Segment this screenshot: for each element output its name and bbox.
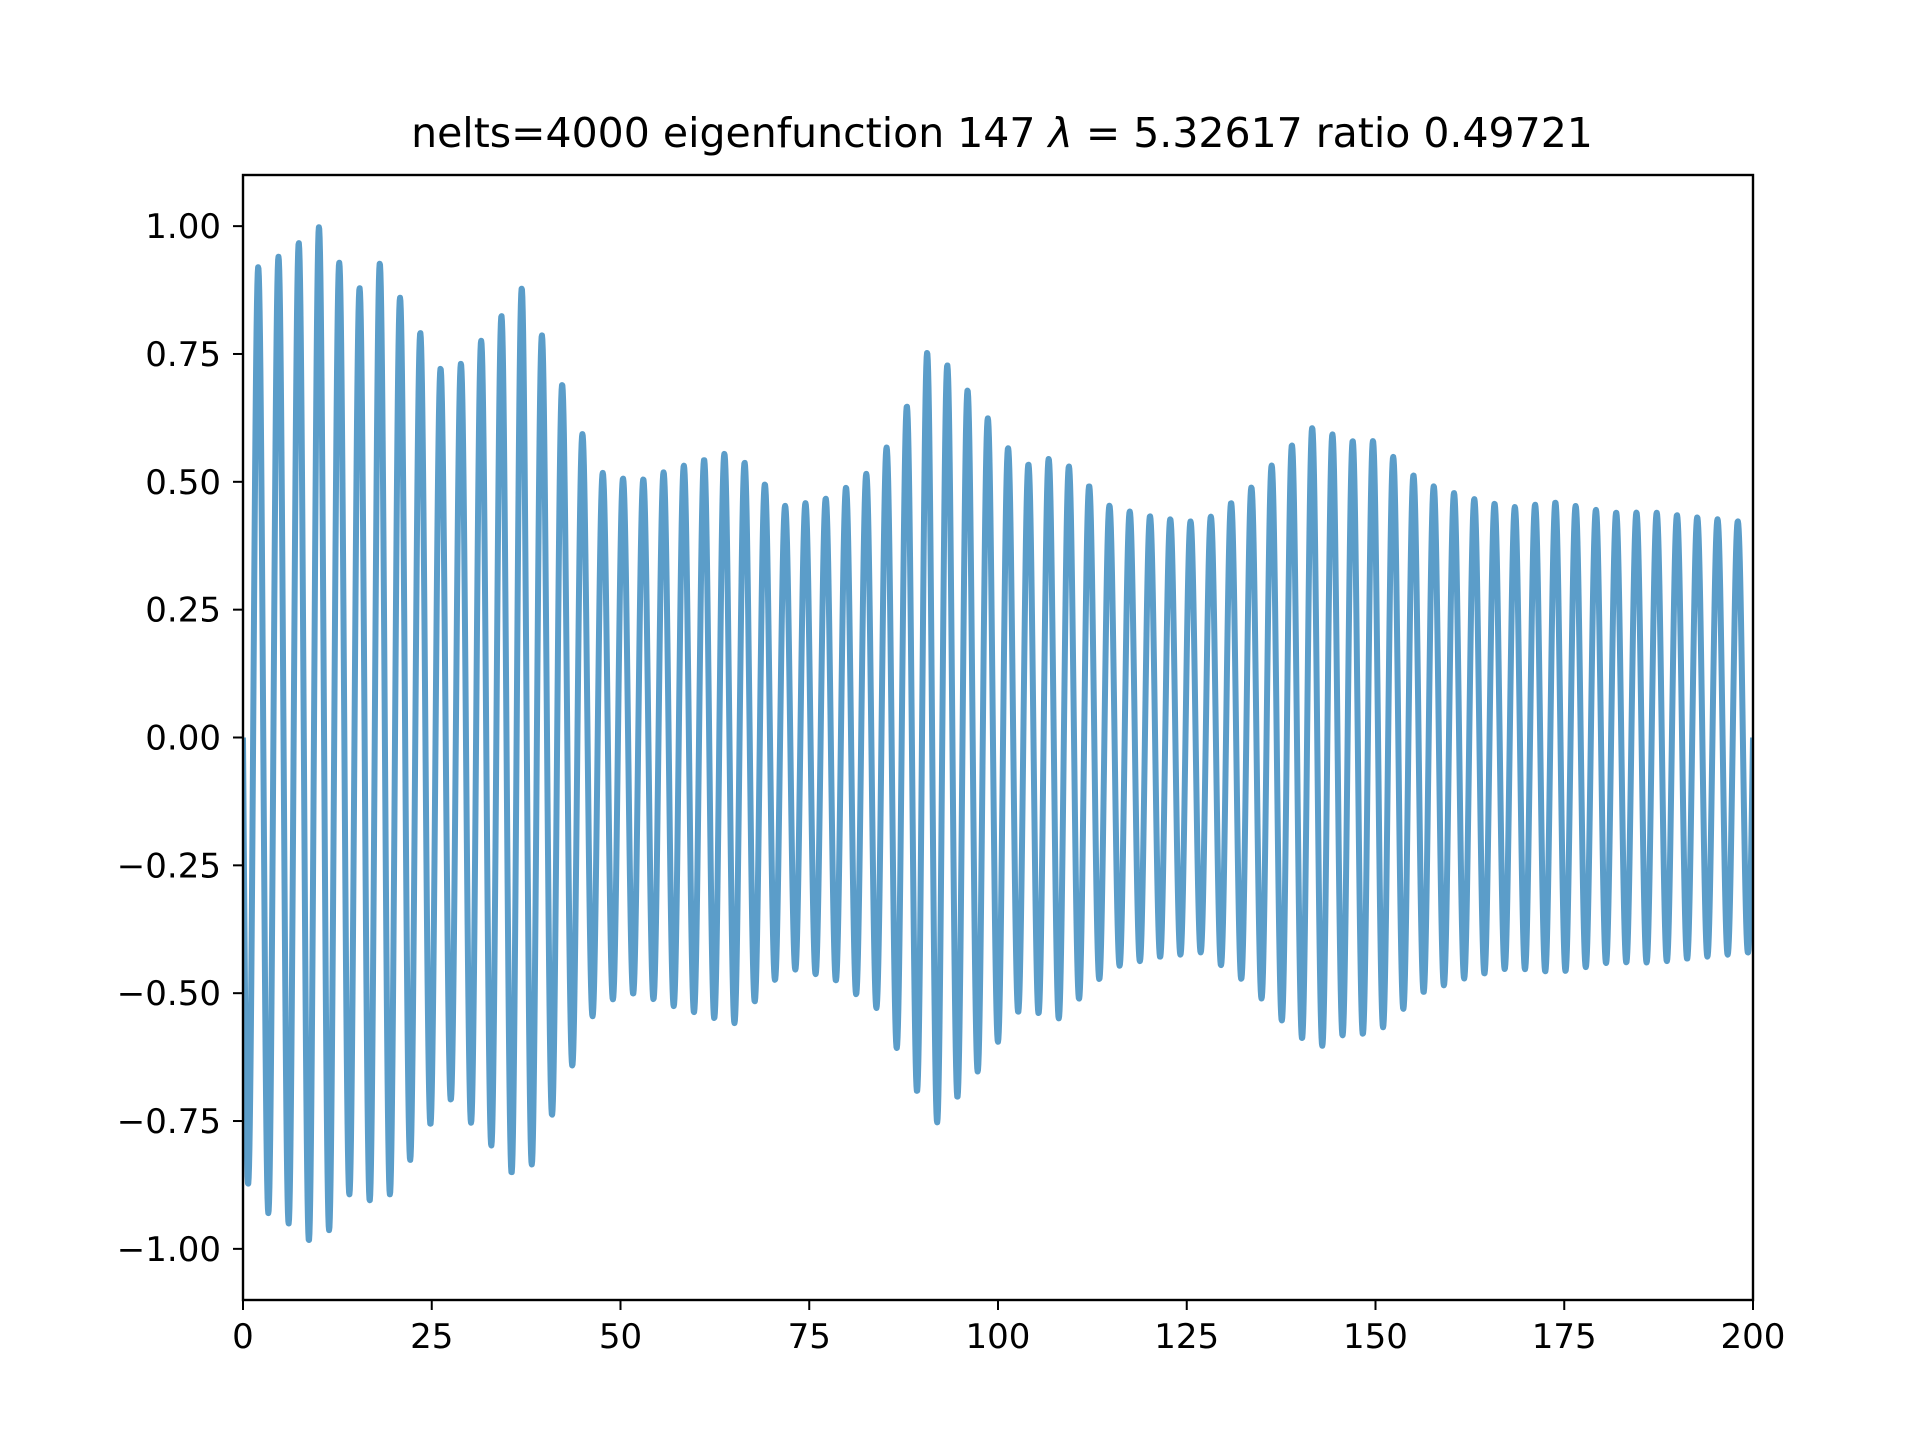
- x-tick-label: 50: [599, 1317, 642, 1357]
- y-tick-label: 1.00: [145, 207, 221, 247]
- x-tick-label: 100: [966, 1317, 1031, 1357]
- chart-title-suffix: 5.32617 ratio 0.49721: [1133, 109, 1593, 157]
- x-tick-label: 125: [1154, 1317, 1219, 1357]
- x-tick-label: 150: [1343, 1317, 1408, 1357]
- plot-area: [243, 224, 1753, 1243]
- x-tick-label: 75: [788, 1317, 831, 1357]
- y-tick-label: −0.50: [117, 974, 221, 1014]
- x-tick-label: 0: [232, 1317, 254, 1357]
- chart-title-equals: =: [1073, 109, 1133, 157]
- chart-title-prefix: nelts=4000 eigenfunction 147: [411, 109, 1048, 157]
- x-tick-label: 25: [410, 1317, 453, 1357]
- y-tick-label: −1.00: [117, 1230, 221, 1270]
- x-tick-label: 175: [1532, 1317, 1597, 1357]
- y-tick-label: 0.50: [145, 463, 221, 503]
- x-tick-label: 200: [1721, 1317, 1786, 1357]
- chart-title-lambda: λ: [1047, 109, 1073, 157]
- series-line: [243, 224, 1753, 1243]
- axes-frame: [241, 173, 1755, 1302]
- y-tick-label: 0.25: [145, 591, 221, 631]
- y-tick-label: −0.25: [117, 846, 221, 886]
- y-tick-label: 0.00: [145, 719, 221, 759]
- y-tick-label: −0.75: [117, 1102, 221, 1142]
- y-axis: 1.00 0.75 0.50 0.25 0.00 −0.25 −0.50 −0.75 −1.00: [117, 207, 243, 1270]
- x-axis: 0 25 50 75 100 125 150 175 200: [232, 1300, 1785, 1357]
- y-tick-label: 0.75: [145, 335, 221, 375]
- chart-title: nelts=4000 eigenfunction 147 λ = 5.32617…: [411, 109, 1593, 157]
